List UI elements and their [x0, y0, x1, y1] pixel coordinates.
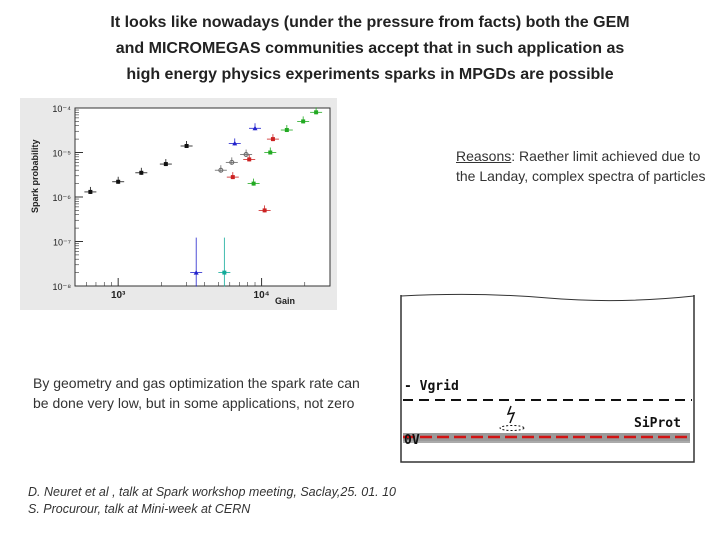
point-marker: [268, 150, 273, 155]
point-marker: [247, 157, 252, 162]
data-point: [226, 172, 239, 180]
y-tick-label: 10⁻⁶: [53, 193, 72, 203]
references: D. Neuret et al , talk at Spark workshop…: [28, 484, 488, 518]
chamber-outline: [400, 295, 695, 463]
y-tick-label: 10⁻⁷: [53, 238, 71, 248]
spark-icon: [506, 405, 516, 424]
point-marker: [230, 175, 235, 180]
zero-volt-label: 0V: [404, 433, 420, 448]
detector-sketch-drawing: - Vgrid SiProt 0V: [400, 293, 695, 463]
data-point: [135, 167, 148, 175]
data-point: [297, 116, 310, 124]
data-point: [112, 176, 125, 184]
point-marker: [243, 152, 249, 158]
data-point: [249, 123, 262, 131]
point-marker: [232, 140, 238, 146]
reasons-label: Reasons: [456, 148, 512, 164]
plot-area: [74, 107, 331, 287]
reasons-body: : Raether limit achieved due to the Land…: [456, 148, 706, 184]
geometry-note: By geometry and gas optimization the spa…: [33, 375, 360, 411]
point-marker: [88, 189, 93, 194]
chamber-top-edge: [400, 293, 695, 302]
point-marker: [222, 270, 227, 275]
title-line-3: high energy physics experiments sparks i…: [126, 66, 614, 83]
point-marker: [270, 137, 275, 142]
y-tick-label: 10⁻⁸: [52, 282, 71, 292]
point-marker: [139, 170, 144, 175]
point-marker: [314, 110, 319, 115]
data-point: [264, 147, 277, 155]
x-axis-label: Gain: [275, 296, 295, 306]
data-point: [190, 237, 203, 287]
point-marker: [301, 119, 306, 124]
y-axis-label: Spark probability: [30, 139, 40, 213]
data-point: [310, 107, 323, 115]
point-marker: [229, 159, 235, 165]
data-point: [218, 237, 231, 287]
vgrid-label: - Vgrid: [404, 379, 459, 394]
reference-2: S. Procurour, talk at Mini-week at CERN: [28, 502, 251, 516]
chart-marks: [84, 107, 323, 287]
data-point: [258, 205, 271, 213]
y-tick-label: 10⁻⁴: [52, 104, 71, 114]
data-point: [84, 186, 97, 194]
point-marker: [262, 208, 267, 213]
y-tick-label: 10⁻⁵: [53, 149, 72, 159]
point-marker: [252, 125, 258, 131]
x-tick-label: 10³: [111, 290, 126, 301]
data-point: [240, 149, 253, 158]
detector-sketch: - Vgrid SiProt 0V: [398, 290, 698, 465]
chart-axes: 10⁻⁴ 10⁻⁵ 10⁻⁶ 10⁻⁷ 10⁻⁸ 10³ 10⁴ Gain Spark prob…: [30, 104, 331, 306]
siprot-label: SiProt: [634, 416, 681, 431]
slide-title: It looks like nowadays (under the pressu…: [40, 10, 700, 88]
data-point: [214, 165, 227, 173]
data-point: [247, 178, 260, 186]
data-point: [180, 140, 193, 148]
data-point: [159, 159, 172, 167]
title-line-1: It looks like nowadays (under the pressu…: [110, 14, 630, 31]
point-marker: [193, 270, 199, 275]
data-point: [280, 125, 293, 133]
data-point: [243, 154, 256, 162]
charge-cloud: [499, 425, 525, 431]
point-marker: [218, 167, 224, 173]
x-tick-label: 10⁴: [254, 290, 270, 301]
point-marker: [251, 181, 256, 186]
reference-1: D. Neuret et al , talk at Spark workshop…: [28, 485, 397, 499]
point-marker: [116, 179, 121, 184]
point-marker: [184, 143, 189, 148]
data-point: [266, 134, 279, 142]
data-point: [228, 138, 241, 146]
spark-probability-plot: 10⁻⁴ 10⁻⁵ 10⁻⁶ 10⁻⁷ 10⁻⁸ 10³ 10⁴ Gain Spark prob…: [20, 98, 337, 310]
data-point: [225, 157, 238, 165]
reasons-text: Reasons: Raether limit achieved due to t…: [456, 147, 706, 186]
point-marker: [163, 162, 168, 167]
point-marker: [284, 128, 289, 133]
title-line-2: and MICROMEGAS communities accept that i…: [115, 40, 625, 57]
spark-probability-chart: 10⁻⁴ 10⁻⁵ 10⁻⁶ 10⁻⁷ 10⁻⁸ 10³ 10⁴ Gain Spark prob…: [30, 104, 331, 306]
